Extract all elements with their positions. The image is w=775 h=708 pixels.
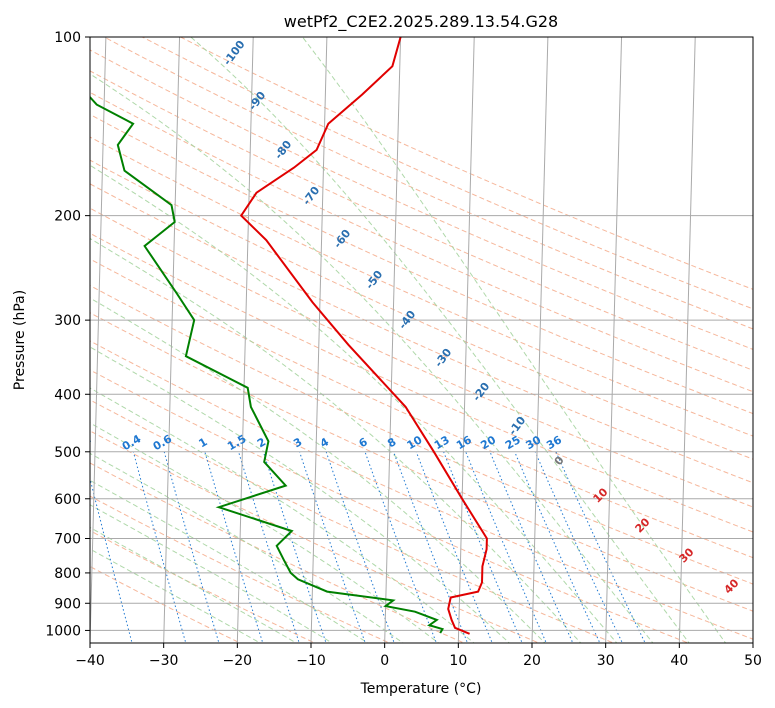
dry-adiabat-line <box>90 183 753 484</box>
mixing-ratio-lines <box>90 451 646 643</box>
mixing-ratio-line <box>364 451 437 643</box>
plot-frame <box>89 36 754 644</box>
y-tick-label: 100 <box>54 30 81 46</box>
x-tick-label: 30 <box>597 653 615 669</box>
dry-adiabat-line <box>90 399 615 643</box>
moist-adiabat-line <box>90 422 440 643</box>
mixing-ratio-line <box>204 451 264 643</box>
mixing-ratio-line <box>90 476 133 643</box>
x-tick-label: 0 <box>380 653 389 669</box>
y-axis-ticks: 100 200 300 400 500 600 700 800 900 1000 <box>45 30 90 639</box>
isotherm-line <box>678 37 696 643</box>
isotherm-line <box>605 37 623 643</box>
mixing-ratio-line <box>325 451 395 643</box>
dry-adiabat-line <box>90 258 753 559</box>
x-tick-label: −20 <box>223 653 253 669</box>
x-tick-label: 10 <box>449 653 467 669</box>
x-tick-label: 40 <box>670 653 688 669</box>
y-tick-label: 300 <box>54 313 81 329</box>
moist-adiabat-line <box>90 346 511 643</box>
y-tick-label: 500 <box>54 445 81 461</box>
isotherms <box>90 37 753 643</box>
mixing-ratio-line <box>132 451 187 643</box>
isotherm-line <box>310 37 328 643</box>
mixing-ratio-line <box>262 451 327 643</box>
mixing-ratio-label: 0.2 <box>70 432 93 453</box>
mixing-ratio-line <box>534 451 623 643</box>
plot-area: -100-90-80-70-60-50-40-30-20-1000.10.20.… <box>70 37 753 643</box>
dewpoint-series-line <box>90 95 445 634</box>
moist-adiabat-line <box>90 164 618 643</box>
dry-adiabat-line <box>90 113 753 415</box>
dry-adiabat-line <box>90 91 753 393</box>
dry-adiabat-line <box>90 159 753 460</box>
y-tick-label: 600 <box>54 492 81 508</box>
y-tick-label: 900 <box>54 596 81 612</box>
y-tick-label: 1000 <box>45 623 81 639</box>
x-axis-ticks: −40 −30 −20 −10 0 10 20 30 40 50 <box>75 643 762 669</box>
dry-adiabat-line <box>90 70 753 371</box>
x-axis-title: Temperature (°C) <box>360 681 482 697</box>
isotherm-line <box>163 37 181 643</box>
dry-adiabat-line <box>90 207 753 508</box>
isotherm-line <box>457 37 475 643</box>
x-tick-label: −10 <box>296 653 326 669</box>
moist-adiabat-line <box>90 479 369 643</box>
moist-adiabat-line <box>90 452 404 643</box>
mixing-ratio-line <box>555 451 646 643</box>
mixing-ratio-line <box>299 451 366 643</box>
dry-adiabat-line <box>90 136 753 437</box>
y-tick-label: 700 <box>54 532 81 548</box>
temperature-series-line <box>239 37 488 635</box>
isotherm-line <box>236 37 254 643</box>
y-axis-title: Pressure (hPa) <box>12 290 28 390</box>
chart-title: wetPf2_C2E2.2025.289.13.54.G28 <box>284 12 558 32</box>
x-tick-label: −30 <box>149 653 179 669</box>
mixing-ratio-line <box>163 451 220 643</box>
x-tick-label: 20 <box>523 653 541 669</box>
isotherm-line <box>384 37 402 643</box>
moist-adiabat-line <box>90 73 654 643</box>
mixing-ratio-line <box>415 451 493 643</box>
y-tick-label: 800 <box>54 566 81 582</box>
moist-adiabat-line <box>90 548 262 643</box>
moist-adiabat-line <box>90 526 298 643</box>
mixing-ratio-line <box>514 451 601 643</box>
isotherm-line <box>90 37 107 643</box>
mixing-ratio-line <box>393 451 469 643</box>
x-tick-label: 50 <box>744 653 762 669</box>
x-tick-label: −40 <box>75 653 105 669</box>
y-tick-label: 400 <box>54 387 81 403</box>
isotherm-line <box>531 37 549 643</box>
isobars <box>90 37 753 631</box>
moist-adiabat-line <box>90 504 334 643</box>
y-tick-label: 200 <box>54 209 81 225</box>
dry-adiabat-line <box>90 232 753 533</box>
